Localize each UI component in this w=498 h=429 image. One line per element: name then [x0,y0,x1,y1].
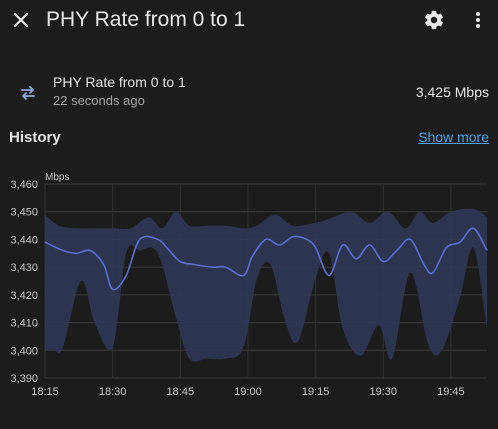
history-heading: History [9,129,61,146]
entity-last-changed: 22 seconds ago [53,93,145,108]
x-tick-label: 18:30 [99,386,127,398]
x-tick-label: 19:45 [437,386,465,398]
entity-state-row: PHY Rate from 0 to 1 22 seconds ago 3,42… [0,70,498,114]
y-tick-label: 3,390 [10,373,38,385]
x-tick-label: 19:15 [302,386,330,398]
mean-series-line [44,227,488,291]
close-button[interactable] [10,9,32,31]
x-tick-label: 19:30 [369,386,397,398]
y-tick-label: 3,450 [10,207,38,219]
gear-icon [425,10,443,30]
more-vertical-icon [476,12,480,28]
y-tick-label: 3,420 [10,290,38,302]
settings-button[interactable] [423,9,445,31]
y-tick-label: 3,440 [10,234,38,246]
show-more-link[interactable]: Show more [418,129,489,145]
entity-name: PHY Rate from 0 to 1 [53,74,186,90]
y-tick-label: 3,410 [10,318,38,330]
min-max-band [45,208,487,362]
history-chart[interactable]: 3,390 3,400 3,410 3,420 3,430 3,440 3,450 3,460… [0,165,498,400]
swap-arrows-icon [18,83,38,103]
dialog-header: PHY Rate from 0 to 1 [0,0,498,40]
x-tick-label: 18:45 [167,386,195,398]
y-tick-label: 3,460 [10,179,38,191]
more-options-button[interactable] [468,9,488,31]
x-tick-label: 18:15 [31,386,59,398]
y-tick-label: 3,400 [10,345,38,357]
y-axis-label: Mbps [45,172,69,183]
entity-state-value: 3,425 Mbps [415,84,489,100]
dialog-title: PHY Rate from 0 to 1 [46,8,246,31]
close-icon [13,12,29,28]
x-tick-label: 19:00 [234,386,262,398]
y-tick-label: 3,430 [10,262,38,274]
